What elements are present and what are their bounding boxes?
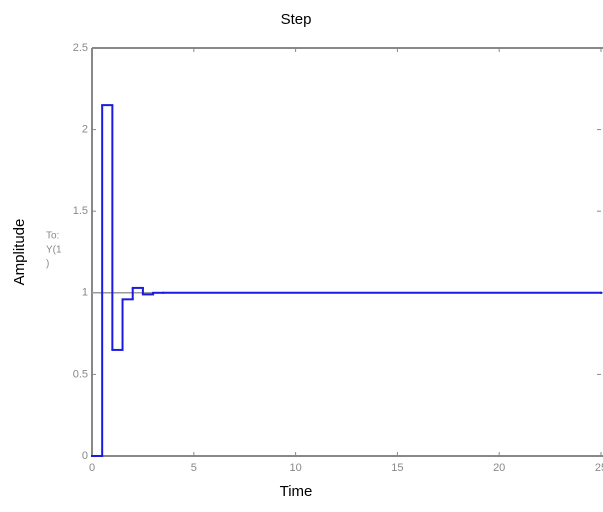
y-tick-label: 0.5 [73, 368, 88, 380]
x-tick-label: 10 [289, 462, 301, 474]
x-axis-label: Time [280, 483, 313, 500]
x-tick-label: 20 [493, 462, 505, 474]
output-label: To: [46, 231, 59, 242]
chart-title: Step [281, 11, 312, 28]
y-tick-label: 1 [82, 287, 88, 299]
y-axis-label: Amplitude [11, 219, 28, 286]
x-tick-label: 15 [391, 462, 403, 474]
y-tick-label: 2.5 [73, 42, 88, 54]
y-tick-label: 1.5 [73, 205, 88, 217]
x-tick-label: 25 [595, 462, 603, 474]
output-label: ) [46, 259, 49, 270]
x-tick-label: 5 [191, 462, 197, 474]
output-label: Y(1 [46, 245, 62, 256]
y-tick-label: 2 [82, 124, 88, 136]
y-tick-label: 0 [82, 450, 88, 462]
x-tick-label: 0 [89, 462, 95, 474]
